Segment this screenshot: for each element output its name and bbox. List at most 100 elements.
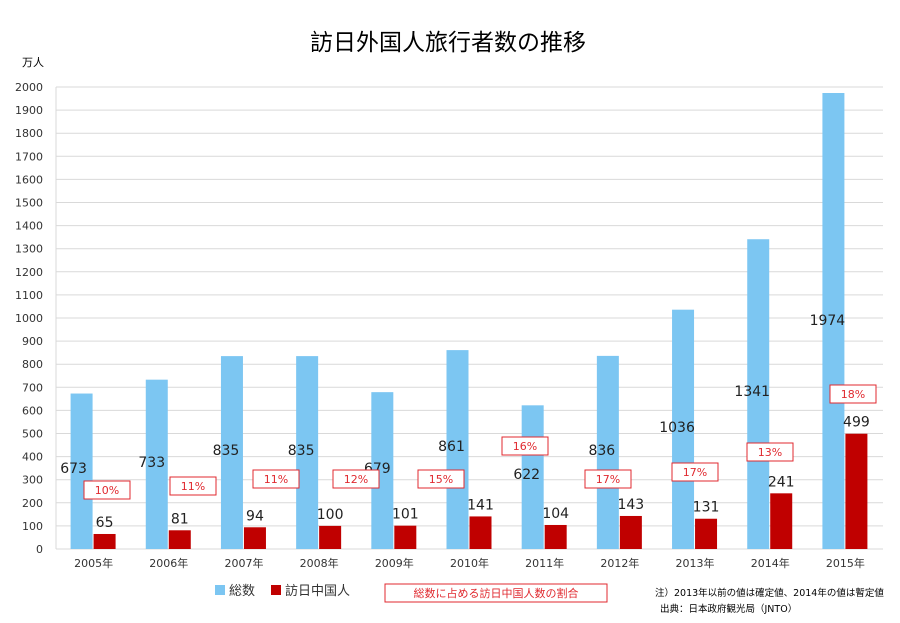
y-tick-label: 1700 bbox=[15, 150, 43, 163]
data-label-china: 101 bbox=[392, 507, 419, 523]
x-tick-label: 2006年 bbox=[149, 556, 188, 570]
data-label-china: 65 bbox=[96, 515, 114, 531]
x-tick-label: 2015年 bbox=[826, 556, 865, 570]
data-label-total: 733 bbox=[138, 455, 165, 471]
x-tick-label: 2011年 bbox=[525, 556, 564, 570]
share-label: 16% bbox=[513, 440, 537, 453]
data-label-total: 673 bbox=[60, 461, 87, 477]
share-label: 18% bbox=[841, 388, 865, 401]
share-boxes: 10% 11% 11% 12% 15% 16% 17% 17% 13% 18% bbox=[83, 384, 877, 500]
data-label-total: 835 bbox=[288, 443, 315, 459]
x-tick-label: 2007年 bbox=[224, 556, 263, 570]
y-tick-label: 0 bbox=[36, 543, 43, 556]
y-tick-label: 700 bbox=[22, 381, 43, 394]
share-label: 12% bbox=[344, 473, 368, 486]
bar-total bbox=[446, 350, 469, 549]
data-label-china: 143 bbox=[617, 497, 644, 513]
bar-china bbox=[695, 518, 718, 549]
source-text: 出典：日本政府観光局（JNTO） bbox=[660, 604, 798, 615]
y-tick-label: 300 bbox=[22, 474, 43, 487]
share-label: 11% bbox=[181, 480, 205, 493]
data-label-total: 1036 bbox=[659, 420, 695, 436]
legend: 総数 訪日中国人 総数に占める訪日中国人数の割合 bbox=[215, 583, 608, 603]
bar-total bbox=[70, 393, 93, 549]
data-label-china: 100 bbox=[317, 507, 344, 523]
y-tick-label: 100 bbox=[22, 520, 43, 533]
data-labels: 6736573381835948351006791018611416221048… bbox=[60, 313, 870, 531]
y-tick-label: 1100 bbox=[15, 289, 43, 302]
x-tick-label: 2009年 bbox=[375, 556, 414, 570]
legend-box-share bbox=[384, 583, 608, 603]
bar-china bbox=[544, 524, 567, 549]
bar-china bbox=[168, 530, 191, 549]
x-tick-label: 2005年 bbox=[74, 556, 113, 570]
data-label-china: 104 bbox=[542, 506, 569, 522]
bar-china bbox=[394, 525, 417, 549]
bar-china bbox=[845, 433, 868, 549]
bar-total bbox=[596, 355, 619, 549]
legend-label-china: 訪日中国人 bbox=[285, 583, 350, 599]
bar-total bbox=[296, 356, 319, 549]
share-box bbox=[584, 469, 632, 489]
x-tick-label: 2010年 bbox=[450, 556, 489, 570]
share-box bbox=[332, 469, 380, 489]
y-tick-label: 1800 bbox=[15, 127, 43, 140]
data-label-total: 835 bbox=[213, 443, 240, 459]
share-box bbox=[252, 469, 300, 489]
bar-total bbox=[672, 309, 695, 549]
share-box bbox=[829, 384, 877, 404]
y-tick-label: 400 bbox=[22, 451, 43, 464]
data-label-total: 836 bbox=[588, 443, 615, 459]
x-tick-label: 2014年 bbox=[751, 556, 790, 570]
x-tick-label: 2013年 bbox=[676, 556, 715, 570]
bar-total bbox=[220, 356, 243, 549]
y-tick-label: 900 bbox=[22, 335, 43, 348]
bar-china bbox=[770, 493, 793, 549]
y-tick-label: 2000 bbox=[15, 81, 43, 94]
data-label-china: 131 bbox=[693, 500, 720, 516]
bars bbox=[70, 93, 868, 550]
y-tick-label: 600 bbox=[22, 404, 43, 417]
share-box bbox=[83, 480, 131, 500]
y-tick-label: 200 bbox=[22, 497, 43, 510]
bar-total bbox=[145, 379, 168, 549]
legend-swatch-total bbox=[215, 585, 225, 595]
bar-china bbox=[619, 515, 642, 549]
share-label: 17% bbox=[683, 466, 707, 479]
y-tick-label: 1000 bbox=[15, 312, 43, 325]
bar-total bbox=[822, 93, 845, 550]
share-label: 13% bbox=[758, 446, 782, 459]
y-tick-label: 1300 bbox=[15, 243, 43, 256]
data-label-total: 1974 bbox=[810, 313, 846, 329]
chart-title: 訪日外国人旅行者数の推移 bbox=[310, 30, 586, 56]
data-label-china: 94 bbox=[246, 508, 264, 524]
y-tick-label: 800 bbox=[22, 358, 43, 371]
x-tick-label: 2012年 bbox=[600, 556, 639, 570]
data-label-china: 499 bbox=[843, 415, 870, 431]
share-box bbox=[169, 476, 217, 496]
bar-china bbox=[243, 527, 266, 549]
y-axis-ticks: 0 100 200 300 400 500 600 700 800 900 1000 1100 1200… bbox=[15, 81, 43, 556]
data-label-total: 622 bbox=[513, 467, 540, 483]
bar-china bbox=[469, 516, 492, 549]
y-axis-unit: 万人 bbox=[22, 56, 44, 69]
share-box bbox=[501, 436, 549, 456]
share-box bbox=[746, 442, 794, 462]
data-label-total: 1341 bbox=[734, 384, 770, 400]
legend-swatch-china bbox=[271, 585, 281, 595]
y-tick-label: 1900 bbox=[15, 104, 43, 117]
bar-china bbox=[319, 525, 342, 549]
share-label: 15% bbox=[429, 473, 453, 486]
share-box bbox=[417, 469, 465, 489]
y-tick-label: 1200 bbox=[15, 266, 43, 279]
x-axis-ticks: 2005年 2006年 2007年 2008年 2009年 2010年 2011年 2012年… bbox=[74, 556, 865, 570]
data-label-china: 141 bbox=[467, 497, 494, 513]
share-label: 10% bbox=[95, 484, 119, 497]
legend-label-share: 総数に占める訪日中国人数の割合 bbox=[414, 586, 579, 600]
bar-china bbox=[93, 533, 116, 549]
share-box bbox=[671, 462, 719, 482]
legend-label-total: 総数 bbox=[229, 584, 255, 599]
y-tick-label: 500 bbox=[22, 428, 43, 441]
x-tick-label: 2008年 bbox=[300, 556, 339, 570]
data-label-china: 81 bbox=[171, 511, 189, 527]
